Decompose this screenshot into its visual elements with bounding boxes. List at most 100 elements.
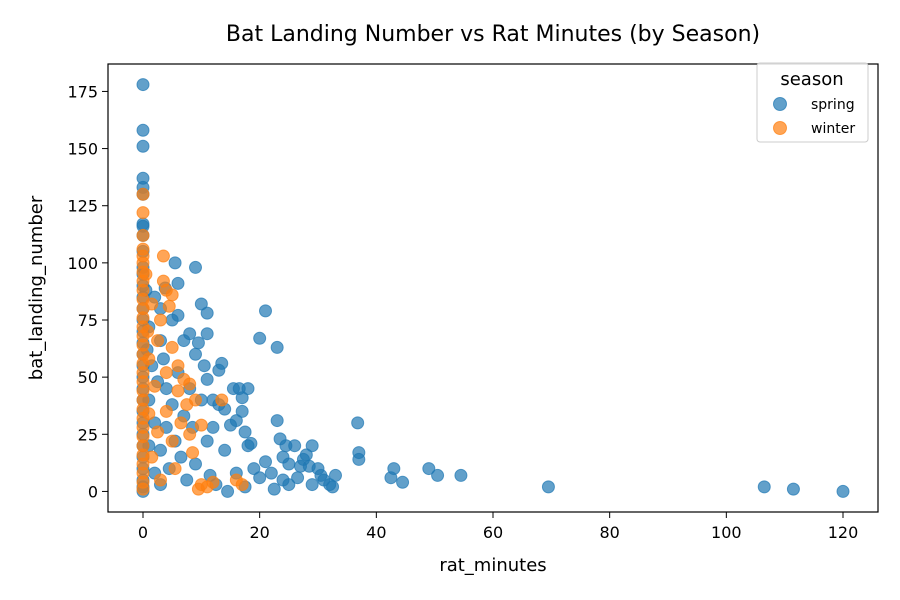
- winter-point-30: [136, 482, 150, 496]
- legend-box: [756, 62, 869, 143]
- spring-point-82: [215, 356, 229, 370]
- winter-point-53: [171, 384, 185, 398]
- winter-point-36: [145, 450, 159, 464]
- spring-point-72: [200, 306, 214, 320]
- spring-point-104: [267, 482, 281, 496]
- x-tick-label: 60: [483, 523, 503, 542]
- winter-point-58: [183, 427, 197, 441]
- winter-point-1: [136, 206, 150, 220]
- spring-point-1: [136, 123, 150, 137]
- spring-point-135: [454, 468, 468, 482]
- legend-label-winter: winter: [811, 121, 855, 137]
- spring-point-62: [183, 327, 197, 341]
- winter-point-60: [189, 393, 202, 407]
- x-axis-label: rat_minutes: [439, 555, 546, 576]
- plot-area: [108, 64, 878, 512]
- spring-point-58: [174, 450, 188, 464]
- spring-point-53: [168, 256, 182, 270]
- spring-point-126: [329, 468, 342, 482]
- y-axis-ticks: 0 25 50 75 100 125 150 175: [67, 82, 108, 501]
- spring-point-134: [431, 468, 445, 482]
- spring-point-95: [241, 382, 255, 396]
- spring-point-98: [247, 462, 261, 476]
- spring-point-127: [351, 416, 365, 430]
- spring-point-120: [305, 478, 319, 492]
- winter-point-2: [136, 228, 150, 242]
- spring-point-88: [229, 414, 243, 428]
- spring-point-0: [136, 78, 150, 92]
- x-tick-label: 120: [828, 523, 859, 542]
- spring-point-111: [282, 457, 296, 471]
- spring-point-106: [270, 340, 284, 354]
- winter-point-59: [186, 446, 200, 460]
- winter-point-35: [145, 297, 159, 311]
- spring-point-100: [253, 471, 267, 485]
- spring-point-92: [235, 404, 249, 418]
- x-axis-ticks: 0 20 40 60 80 100 120: [138, 512, 858, 542]
- winter-point-37: [148, 379, 162, 393]
- legend-title: season: [780, 69, 843, 90]
- spring-point-68: [191, 336, 205, 350]
- winter-point-68: [235, 478, 249, 492]
- legend-label-spring: spring: [811, 97, 855, 113]
- spring-point-113: [288, 439, 302, 453]
- winter-point-50: [165, 434, 179, 448]
- winter-point-49: [165, 340, 179, 354]
- spring-point-61: [180, 473, 194, 487]
- y-tick-label: 0: [88, 482, 98, 501]
- spring-point-99: [253, 331, 267, 345]
- spring-point-131: [387, 462, 401, 476]
- winter-point-66: [215, 393, 229, 407]
- y-tick-label: 75: [78, 311, 98, 330]
- spring-point-2: [136, 139, 150, 153]
- spring-point-46: [156, 352, 170, 366]
- winter-point-31: [139, 267, 153, 281]
- winter-point-65: [206, 475, 220, 489]
- spring-point-91: [235, 391, 249, 405]
- spring-point-125: [326, 480, 340, 494]
- spring-point-138: [786, 482, 800, 496]
- spring-point-85: [221, 484, 235, 498]
- spring-point-97: [244, 436, 258, 450]
- spring-point-101: [259, 304, 272, 318]
- spring-point-129: [352, 452, 366, 466]
- winter-point-0: [136, 187, 150, 201]
- legend: season spring winter: [756, 62, 869, 143]
- spring-point-105: [270, 414, 284, 428]
- spring-point-74: [200, 372, 214, 386]
- spring-point-102: [259, 455, 272, 469]
- spring-point-75: [200, 434, 214, 448]
- x-tick-label: 80: [599, 523, 619, 542]
- spring-point-84: [218, 443, 232, 457]
- y-tick-label: 100: [67, 254, 98, 273]
- winter-point-39: [151, 425, 165, 439]
- spring-point-67: [189, 457, 202, 471]
- spring-point-69: [194, 297, 208, 311]
- y-tick-label: 25: [78, 425, 98, 444]
- x-tick-label: 20: [249, 523, 269, 542]
- y-tick-label: 175: [67, 82, 98, 101]
- winter-point-40: [154, 473, 167, 487]
- winter-point-42: [156, 249, 170, 263]
- spring-point-71: [197, 359, 211, 373]
- winter-point-54: [174, 416, 188, 430]
- y-tick-label: 125: [67, 197, 98, 216]
- spring-point-103: [264, 466, 278, 480]
- spring-point-132: [396, 475, 410, 489]
- spring-point-137: [757, 480, 771, 494]
- y-tick-label: 50: [78, 368, 98, 387]
- y-tick-label: 150: [67, 140, 98, 159]
- winter-point-47: [162, 299, 176, 313]
- legend-marker-spring: [773, 97, 787, 111]
- winter-point-46: [159, 404, 173, 418]
- x-tick-label: 40: [366, 523, 386, 542]
- data-points: [136, 78, 850, 498]
- x-tick-label: 100: [711, 523, 742, 542]
- spring-point-133: [422, 462, 436, 476]
- winter-point-51: [168, 462, 182, 476]
- winter-point-62: [194, 418, 208, 432]
- spring-point-112: [282, 478, 296, 492]
- winter-point-52: [171, 359, 185, 373]
- y-axis-label: bat_landing_number: [26, 195, 47, 380]
